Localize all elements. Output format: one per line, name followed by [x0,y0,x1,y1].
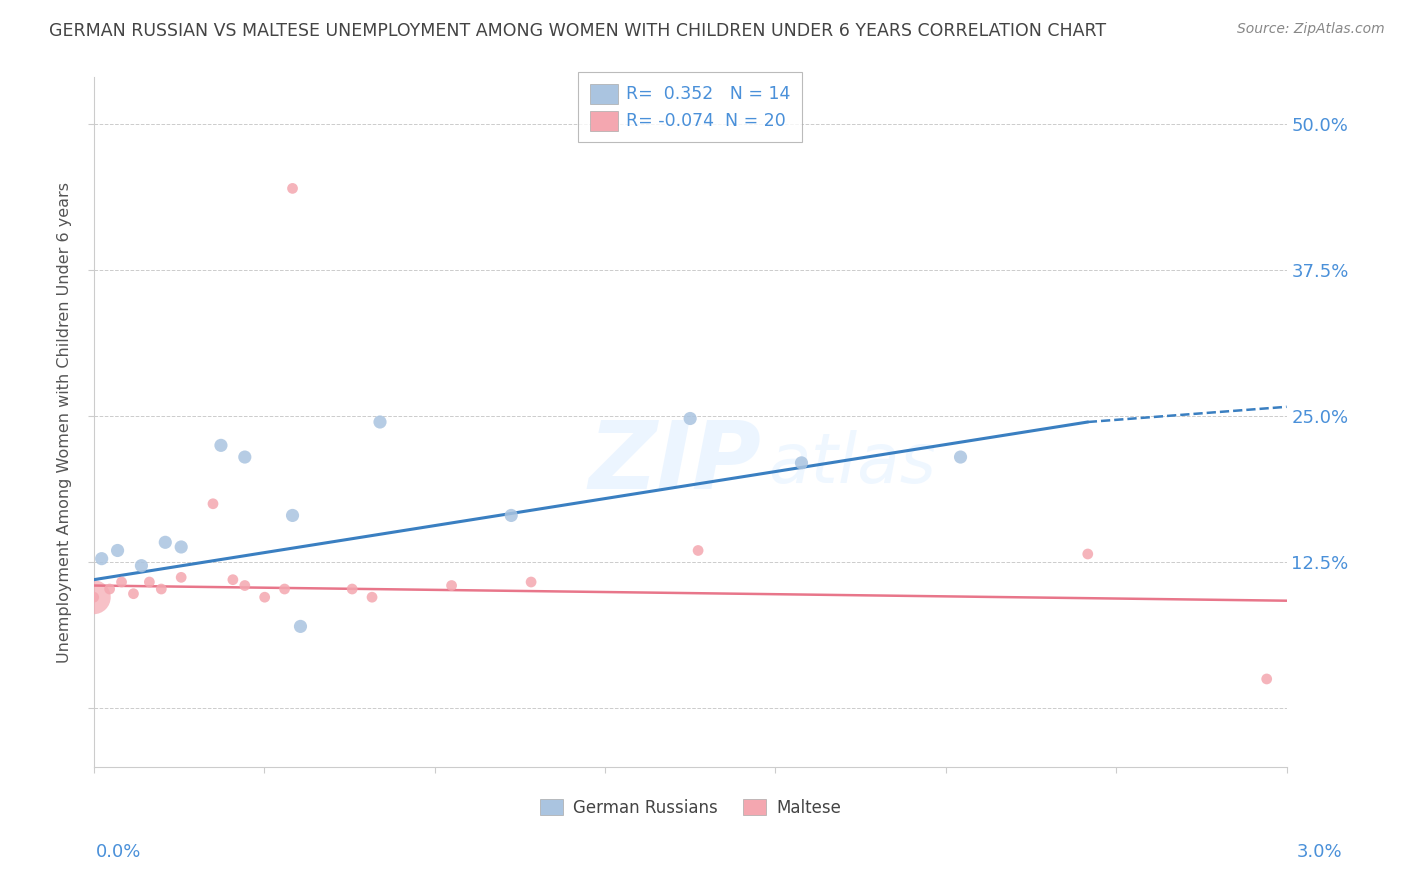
Point [233,578,256,592]
Point [98,582,121,596]
Point [150,582,173,596]
Point [233,450,256,464]
Point [440,578,463,592]
Text: ZIP: ZIP [589,417,762,509]
Point [340,582,363,596]
Point [273,582,295,596]
Point [1256,672,1278,686]
Y-axis label: Unemployment Among Women with Children Under 6 years: Unemployment Among Women with Children U… [58,181,72,663]
Text: 0.0%: 0.0% [96,843,141,861]
Point [170,540,193,554]
Point [368,415,391,429]
Point [155,535,177,549]
Point [501,508,523,523]
Point [90,551,112,566]
Text: GERMAN RUSSIAN VS MALTESE UNEMPLOYMENT AMONG WOMEN WITH CHILDREN UNDER 6 YEARS C: GERMAN RUSSIAN VS MALTESE UNEMPLOYMENT A… [49,22,1107,40]
Point [107,543,129,558]
Point [949,450,972,464]
Point [170,570,193,584]
Text: atlas: atlas [768,430,935,497]
Point [110,574,132,589]
Text: 3.0%: 3.0% [1298,843,1343,861]
Point [83,591,105,605]
Point [520,574,543,589]
Text: Source: ZipAtlas.com: Source: ZipAtlas.com [1237,22,1385,37]
Point [253,591,276,605]
Point [83,591,105,605]
Legend: German Russians, Maltese: German Russians, Maltese [533,792,848,823]
Point [790,456,813,470]
Point [209,438,232,452]
Point [290,619,312,633]
Point [281,181,304,195]
Point [222,573,245,587]
Point [688,543,710,558]
Point [281,508,304,523]
Point [679,411,702,425]
Point [1077,547,1099,561]
Point [361,591,384,605]
Point [138,574,160,589]
Point [122,587,145,601]
Point [201,497,224,511]
Point [131,558,153,573]
